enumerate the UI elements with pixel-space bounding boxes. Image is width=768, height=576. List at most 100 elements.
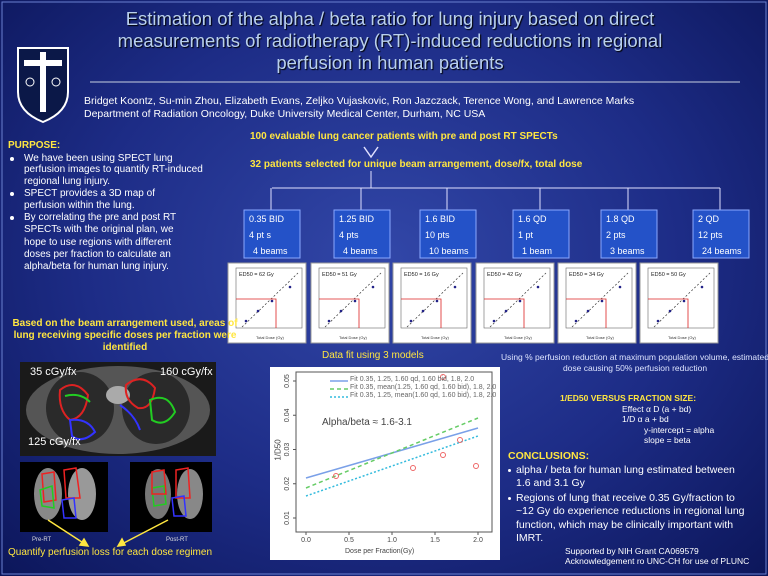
group-dose: 1.25 BID — [339, 214, 375, 224]
group-patients: 12 pts — [698, 230, 723, 240]
ed50-marker — [566, 298, 607, 328]
support: Supported by NIH Grant CA069579 Acknowled… — [565, 546, 749, 566]
fit-point — [435, 299, 439, 303]
fit-point — [700, 285, 704, 289]
group-box — [600, 209, 658, 259]
bullet: Regions of lung that receive 0.35 Gy/fra… — [516, 491, 745, 545]
fit-label: ED50 = 34 Gy — [569, 272, 604, 278]
group-beams: 10 beams — [429, 246, 469, 256]
fit-plot — [392, 262, 472, 344]
support-line: Supported by NIH Grant CA069579 — [565, 546, 699, 556]
y-tick-label: 0.01 — [284, 511, 291, 525]
ct-label: 125 cGy/fx — [28, 436, 81, 448]
title: Estimation of the alpha / beta ratio for… — [60, 8, 720, 74]
fit-point — [288, 285, 292, 289]
model-plot: 0.0 0.5 1.0 1.5 2.0 0.01 0.02 0.03 0.04 0.05 — [270, 367, 500, 560]
fit-point — [353, 299, 357, 303]
arrows — [47, 519, 169, 547]
group-patients: 4 pt s — [249, 230, 272, 240]
fit-point — [270, 299, 274, 303]
fit-label: ED50 = 50 Gy — [651, 272, 686, 278]
x-tick-label: 0.0 — [301, 537, 311, 544]
flow-top: 100 evaluable lung cancer patients with … — [250, 131, 558, 142]
group-patients: 1 pt — [518, 230, 534, 240]
group-beams: 4 beams — [343, 246, 378, 256]
method-note: Using % perfusion reduction at maximum p… — [501, 352, 768, 373]
fit-plot — [310, 262, 390, 344]
ct-image — [20, 362, 216, 456]
fit-x-label: Total Dose (Gy) — [421, 335, 449, 340]
group-dose: 1.8 QD — [606, 214, 635, 224]
group-beams: 4 beams — [253, 246, 288, 256]
x-tick-label: 0.5 — [344, 537, 354, 544]
group-beams: 1 beam — [522, 246, 552, 256]
authors: Bridget Koontz, Su-min Zhou, Elizabeth E… — [84, 95, 635, 107]
group-box — [243, 209, 301, 259]
fit-point — [504, 309, 508, 313]
fit-line — [406, 272, 464, 328]
group-box — [419, 209, 477, 259]
versus: 1/ED50 VERSUS FRACTION SIZE: Effect α D … — [560, 393, 714, 446]
logo — [17, 47, 69, 124]
group-patients: 2 pts — [606, 230, 626, 240]
fit-point — [244, 319, 248, 323]
legend-entry: Fit 0.35, mean(1.25, 1.60 qd, 1.60 bid),… — [350, 384, 497, 391]
fit-point — [536, 285, 540, 289]
heading: CONCLUSIONS: — [508, 450, 590, 462]
fit-line — [324, 272, 382, 328]
model-heading: Data fit using 3 models — [322, 350, 424, 361]
fit-plot — [475, 262, 555, 344]
fit-point — [682, 299, 686, 303]
flow-middle: 32 patients selected for unique beam arr… — [250, 159, 583, 170]
x-tick-label: 2.0 — [473, 537, 483, 544]
fit-point — [453, 285, 457, 289]
fit-frame — [400, 267, 468, 329]
conclusions: CONCLUSIONS: alpha / beta for human lung… — [508, 450, 748, 547]
fit-plot — [227, 262, 307, 344]
fit-point — [409, 319, 413, 323]
y-tick-label: 0.05 — [284, 374, 291, 388]
formula: y-intercept = alpha — [644, 424, 715, 435]
group-dose: 0.35 BID — [249, 214, 285, 224]
fit-frame — [318, 267, 386, 329]
ed50-marker — [401, 298, 442, 328]
fit-line — [571, 272, 629, 328]
model-annotation: Alpha/beta ≈ 1.6-3.1 — [322, 417, 412, 428]
fit-point — [518, 299, 522, 303]
heading: PURPOSE: — [8, 140, 61, 151]
formula: 1/D α a + bd — [622, 414, 669, 424]
fit-point — [656, 319, 660, 323]
group-beams: 3 beams — [610, 246, 645, 256]
formula: slope = beta — [644, 435, 691, 445]
y-axis-label: 1/D50 — [273, 439, 283, 461]
fit-point — [668, 309, 672, 313]
fit-plot — [557, 262, 637, 344]
x-tick-label: 1.0 — [387, 537, 397, 544]
support-line: Acknowledgement ro UNC-CH for use of PLU… — [565, 556, 750, 566]
title-line: measurements of radiotherapy (RT)-induce… — [117, 30, 663, 51]
x-axis-label: Dose per Fraction(Gy) — [345, 548, 415, 555]
fit-x-label: Total Dose (Gy) — [339, 335, 367, 340]
heading: 1/ED50 VERSUS FRACTION SIZE: — [560, 393, 697, 403]
group-patients: 10 pts — [425, 230, 450, 240]
fit-plot — [639, 262, 719, 344]
bullet: We have been using SPECT lung perfusion … — [24, 152, 203, 187]
fit-x-label: Total Dose (Gy) — [668, 335, 696, 340]
ed50-marker — [484, 298, 525, 328]
fit-frame — [565, 267, 633, 329]
group-dose: 1.6 QD — [518, 214, 547, 224]
image-label: Post-RT — [166, 537, 188, 543]
fit-frame — [647, 267, 715, 329]
x-tick-label: 1.5 — [430, 537, 440, 544]
flow-connectors — [272, 146, 720, 189]
ed50-marker — [648, 298, 689, 328]
fit-line — [653, 272, 711, 328]
bullet: By correlating the pre and post RT SPECT… — [24, 212, 176, 273]
perfusion-images — [20, 462, 212, 532]
quantify-note: Quantify perfusion loss for each dose re… — [8, 547, 212, 558]
ct-label: 35 cGy/fx — [30, 366, 77, 378]
beam-note: Based on the beam arrangement used, area… — [12, 318, 238, 353]
fit-point — [618, 285, 622, 289]
